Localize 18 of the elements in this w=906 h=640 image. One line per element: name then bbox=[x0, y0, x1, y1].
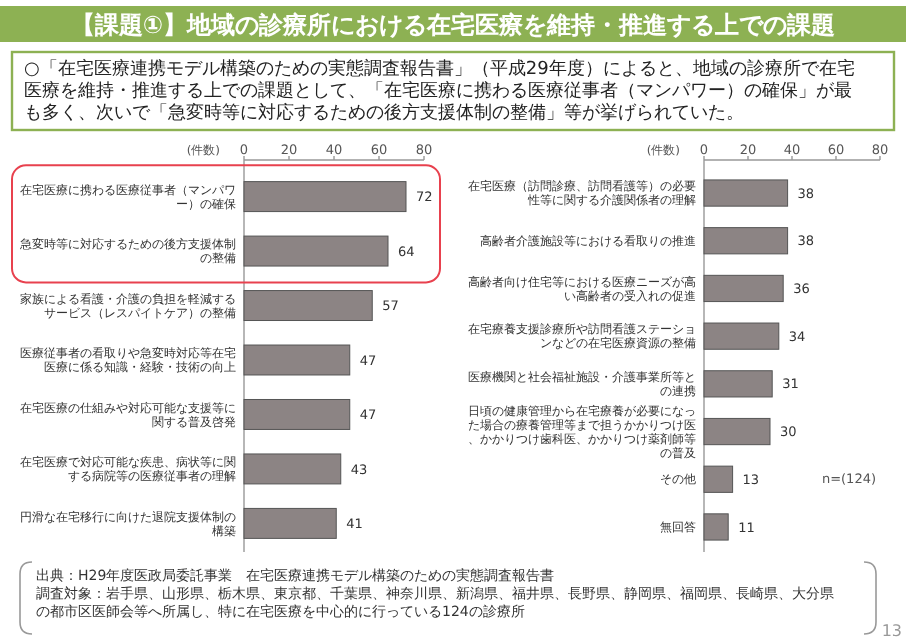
bar bbox=[703, 465, 734, 493]
bar bbox=[703, 227, 789, 255]
bar bbox=[703, 370, 773, 398]
bar bbox=[703, 179, 789, 207]
bar bbox=[243, 235, 389, 267]
bar bbox=[703, 417, 771, 446]
bar bbox=[243, 290, 373, 322]
bar bbox=[703, 274, 784, 303]
bar bbox=[243, 453, 342, 485]
chart-title: 【課題①】地域の診療所における在宅医療を維持・推進する上での課題 bbox=[70, 11, 836, 39]
bar bbox=[243, 344, 351, 376]
chart-subtitle: ○「在宅医療連携モデル構築のための実態調査報告書」（平成29年度）によると、地域の診療所で在宅医療を維持・推進する上での課題として、「在宅医療に携わる医療従事者（マンパワー）の確保」が最も多く、次いで「急変時等に対応するための後方支援体制の整備」等が挙げられていた。 bbox=[24, 58, 855, 124]
bar bbox=[703, 513, 729, 541]
text: 13 bbox=[881, 622, 902, 640]
bar bbox=[703, 322, 780, 350]
bar bbox=[243, 181, 407, 213]
bar bbox=[243, 398, 351, 430]
bar bbox=[243, 507, 337, 539]
